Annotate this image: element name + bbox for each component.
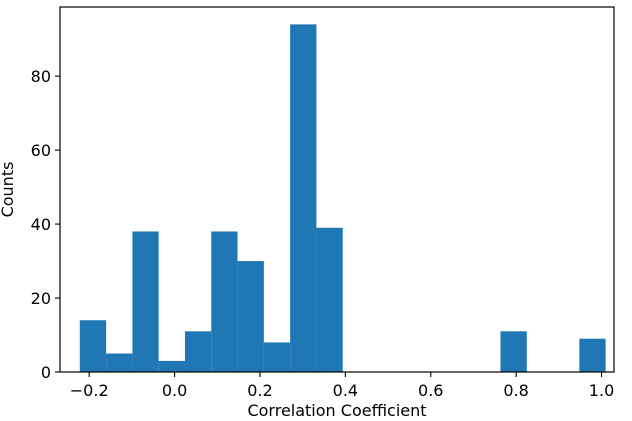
histogram-bar-4 bbox=[184, 331, 212, 372]
x-tick-label-4: 0.6 bbox=[418, 381, 443, 400]
histogram-bar-16 bbox=[500, 331, 527, 372]
x-axis-ticks: −0.2 0.0 0.2 0.4 0.6 0.8 1.0 bbox=[70, 372, 614, 400]
histogram-bar-19 bbox=[579, 338, 606, 372]
histogram-bar-1 bbox=[106, 353, 133, 372]
histogram-bar-0 bbox=[79, 320, 107, 372]
x-tick-label-6: 1.0 bbox=[589, 381, 614, 400]
y-tick-label-3: 60 bbox=[31, 141, 51, 160]
histogram-bars bbox=[79, 24, 606, 372]
x-axis-label: Correlation Coefficient bbox=[247, 401, 426, 420]
plot-frame bbox=[59, 6, 615, 373]
x-tick-label-3: 0.4 bbox=[333, 381, 358, 400]
y-tick-label-0: 0 bbox=[41, 363, 51, 382]
y-tick-label-1: 20 bbox=[31, 289, 51, 308]
histogram-bar-6 bbox=[237, 261, 264, 372]
x-tick-label-5: 0.8 bbox=[503, 381, 528, 400]
histogram-bar-5 bbox=[211, 231, 238, 372]
y-axis-ticks: 0 20 40 60 80 bbox=[31, 67, 60, 382]
y-axis-label: Counts bbox=[0, 162, 17, 218]
y-tick-label-2: 40 bbox=[31, 215, 51, 234]
y-tick-label-4: 80 bbox=[31, 67, 51, 86]
histogram-bar-9 bbox=[316, 227, 343, 372]
x-tick-label-2: 0.2 bbox=[247, 381, 272, 400]
histogram-bar-8 bbox=[290, 24, 317, 372]
histogram-bar-2 bbox=[132, 231, 159, 372]
x-tick-label-1: 0.0 bbox=[162, 381, 187, 400]
histogram-bar-7 bbox=[263, 342, 291, 372]
histogram-bar-3 bbox=[158, 360, 185, 372]
x-tick-label-0: −0.2 bbox=[70, 381, 109, 400]
